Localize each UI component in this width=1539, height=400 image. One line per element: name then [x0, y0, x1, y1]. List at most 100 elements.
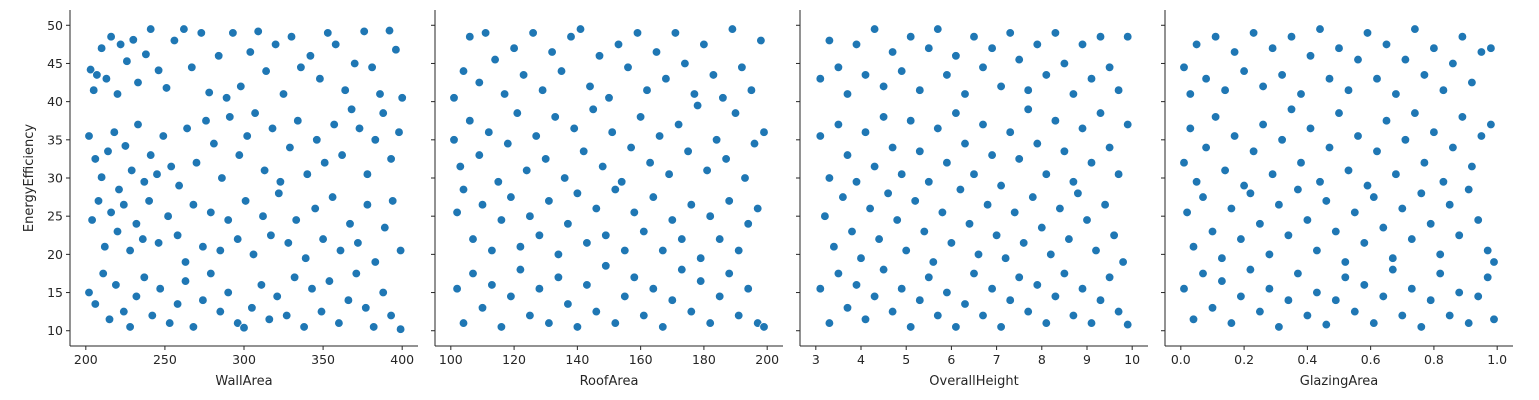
data-point [575, 24, 586, 34]
data-point [506, 291, 516, 302]
data-point [351, 268, 361, 279]
data-point [93, 196, 104, 206]
data-point [667, 215, 677, 225]
data-point [96, 43, 107, 53]
data-point [165, 318, 175, 328]
data-point [629, 207, 639, 218]
data-point [696, 253, 706, 263]
data-point [667, 295, 677, 305]
data-point [969, 268, 979, 279]
data-point [973, 249, 984, 260]
data-point [531, 131, 541, 141]
data-point [1023, 85, 1033, 95]
data-point [1457, 112, 1468, 122]
data-point [133, 119, 143, 130]
data-point [261, 66, 271, 76]
data-point [1286, 104, 1297, 114]
data-point [1239, 180, 1249, 191]
data-point [1445, 310, 1455, 321]
data-point [525, 211, 535, 221]
data-point [468, 234, 478, 244]
data-point [1315, 177, 1325, 187]
data-point [556, 66, 567, 76]
data-point [585, 81, 595, 92]
data-point [933, 123, 943, 134]
data-point [1467, 161, 1477, 172]
data-point [951, 51, 961, 61]
data-point [343, 295, 354, 305]
data-point [960, 89, 970, 99]
data-point [1312, 287, 1322, 298]
data-point [1010, 207, 1020, 218]
data-point [588, 104, 598, 114]
data-point [743, 219, 753, 229]
data-point [1123, 119, 1133, 130]
data-point [172, 299, 183, 309]
data-point [248, 249, 259, 260]
data-point [153, 238, 164, 248]
data-point [734, 310, 744, 321]
data-point [1185, 123, 1195, 134]
data-point [1179, 284, 1189, 294]
data-point [1483, 245, 1493, 256]
data-point [458, 184, 469, 195]
data-point [1245, 188, 1256, 198]
data-point [658, 322, 668, 332]
data-point [239, 323, 249, 333]
data-point [743, 284, 753, 294]
data-point [942, 70, 952, 80]
data-point [1331, 226, 1341, 237]
x-tick-label: 350 [311, 352, 335, 367]
data-point [104, 314, 115, 324]
data-point [915, 146, 925, 156]
data-point [623, 62, 633, 72]
data-point [1198, 268, 1208, 279]
data-point [1353, 131, 1363, 141]
y-axis-label: EnergyEfficiency [22, 124, 37, 232]
data-point [1324, 74, 1335, 84]
x-tick-label: 300 [232, 352, 256, 367]
data-point [1236, 291, 1246, 302]
data-point [247, 303, 257, 313]
data-point [582, 280, 592, 290]
data-point [452, 207, 462, 218]
data-point [166, 161, 176, 172]
data-point [951, 108, 961, 118]
data-point [860, 70, 871, 80]
data-point [1378, 222, 1388, 233]
data-point [106, 32, 116, 42]
data-point [283, 238, 293, 248]
data-point [259, 165, 270, 176]
x-tick-label: 120 [502, 352, 526, 367]
data-point [503, 138, 513, 149]
data-point [1229, 131, 1240, 141]
data-point [131, 291, 142, 302]
data-point [620, 291, 630, 302]
data-point [1464, 184, 1474, 195]
data-point [1210, 112, 1221, 122]
data-point [851, 280, 862, 290]
data-point [759, 322, 769, 332]
data-point [924, 272, 934, 282]
data-point [1445, 200, 1455, 210]
data-point [334, 318, 344, 328]
data-point [1023, 306, 1033, 317]
data-point [480, 28, 491, 38]
data-point [632, 28, 643, 38]
x-tick-label: 400 [390, 352, 414, 367]
data-point [1179, 62, 1189, 72]
data-point [1448, 142, 1458, 153]
data-point [1019, 238, 1029, 248]
data-point [84, 131, 94, 141]
x-axis-label: RoofArea [580, 374, 639, 389]
x-tick-label: 4 [857, 352, 865, 367]
data-point [1388, 264, 1398, 275]
data-point [887, 142, 898, 153]
data-point [946, 238, 957, 248]
data-point [1188, 242, 1199, 252]
data-point [598, 161, 608, 172]
data-point [915, 295, 925, 305]
data-point [496, 322, 507, 332]
data-point [969, 32, 979, 42]
data-point [484, 127, 494, 137]
